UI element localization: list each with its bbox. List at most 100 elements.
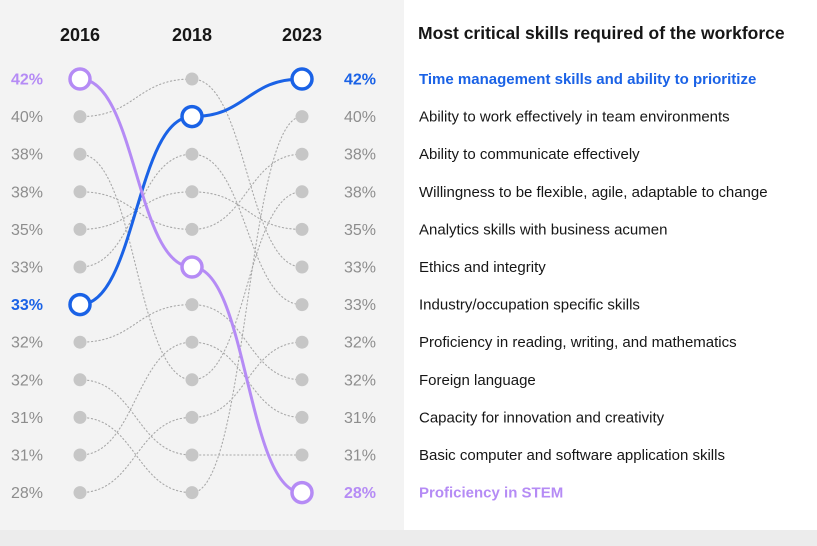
rank-dot [185, 335, 199, 349]
percent-label-right: 28% [344, 485, 376, 502]
percent-label-left: 31% [11, 448, 43, 465]
rank-dot [295, 222, 309, 236]
percent-label-left: 28% [11, 485, 43, 502]
connector-line [191, 191, 303, 381]
purple-series-line [191, 265, 303, 495]
percent-label-left: 35% [11, 222, 43, 239]
percent-label-left: 31% [11, 410, 43, 427]
blue-series-point [290, 67, 314, 91]
connector-line [79, 304, 193, 343]
purple-series-line [79, 77, 193, 269]
connector-line [191, 153, 303, 306]
connector-line [79, 416, 193, 494]
rank-dot [73, 410, 87, 424]
skill-label: Proficiency in reading, writing, and mat… [419, 334, 737, 351]
percent-label-right: 32% [344, 372, 376, 389]
rank-dot [73, 335, 87, 349]
year-header-2016: 2016 [60, 25, 100, 45]
rank-dot [185, 222, 199, 236]
rank-dot [295, 185, 309, 199]
percent-label-left: 42% [11, 72, 43, 89]
rank-dot [295, 335, 309, 349]
labels-panel [404, 0, 817, 530]
skill-label: Analytics skills with business acumen [419, 221, 667, 238]
blue-series-line [79, 115, 193, 307]
percent-label-right: 38% [344, 184, 376, 201]
percent-labels: 42% 40% 38% 38% 35% 33% 33% 32% 32% 31% 31% 28% 42% 4… [11, 72, 376, 503]
purple-series-point [68, 67, 92, 91]
skill-label: Ability to communicate effectively [419, 146, 640, 163]
connector-line [191, 304, 303, 381]
rank-dot [73, 448, 87, 462]
skill-label: Foreign language [419, 372, 536, 389]
rank-dot [185, 410, 199, 424]
chart-title: Most critical skills required of the wor… [418, 23, 785, 43]
rank-dot [295, 448, 309, 462]
percent-label-left: 32% [11, 372, 43, 389]
connector-line [191, 78, 303, 268]
rank-dot [295, 147, 309, 161]
rank-dot [185, 72, 199, 86]
skill-label: Ethics and integrity [419, 259, 546, 276]
rank-dot [73, 486, 87, 500]
rank-dot [185, 185, 199, 199]
connector-line [79, 341, 193, 456]
skill-label: Basic computer and software application … [419, 447, 725, 464]
percent-label-right: 31% [344, 448, 376, 465]
blue-series-point [68, 292, 92, 317]
rank-dots [73, 72, 309, 500]
rank-dot [73, 222, 87, 236]
year-headers: 2016 2018 2023 [60, 25, 322, 45]
skill-label: Ability to work effectively in team envi… [419, 109, 730, 126]
percent-label-left: 33% [11, 297, 43, 314]
rank-dot [295, 410, 309, 424]
skill-label: Proficiency in STEM [419, 485, 563, 502]
connector-line [79, 191, 193, 230]
blue-series-point [180, 104, 204, 129]
rank-dot [73, 260, 87, 274]
skill-label: Capacity for innovation and creativity [419, 409, 665, 426]
connector-lines [79, 78, 303, 494]
connector-line [79, 78, 193, 118]
skill-label: Industry/occupation specific skills [419, 297, 640, 314]
percent-label-left: 40% [11, 109, 43, 126]
rank-dot [73, 147, 87, 161]
connector-line [79, 416, 193, 494]
percent-label-left: 38% [11, 184, 43, 201]
rank-dot [185, 298, 199, 312]
rank-dot [185, 373, 199, 387]
percent-label-right: 38% [344, 147, 376, 164]
highlight-lines [68, 67, 314, 505]
percent-label-left: 38% [11, 147, 43, 164]
rank-dot [295, 373, 309, 387]
skill-label: Time management skills and ability to pr… [419, 71, 756, 88]
percent-label-right: 40% [344, 109, 376, 126]
rank-dot [185, 147, 199, 161]
connector-line [79, 379, 193, 456]
percent-label-right: 33% [344, 297, 376, 314]
percent-label-right: 32% [344, 335, 376, 352]
rank-dot [185, 486, 199, 500]
purple-series-point [290, 480, 314, 505]
rank-dot [73, 185, 87, 199]
percent-label-right: 35% [344, 222, 376, 239]
year-header-2023: 2023 [282, 25, 322, 45]
connector-line [191, 116, 303, 494]
connector-line [79, 191, 193, 230]
rank-dot [73, 373, 87, 387]
year-header-2018: 2018 [172, 25, 212, 45]
rank-dot [185, 448, 199, 462]
blue-series-line [191, 77, 303, 119]
percent-label-right: 33% [344, 260, 376, 277]
skill-label: Willingness to be flexible, agile, adapt… [419, 184, 768, 201]
percent-label-left: 32% [11, 335, 43, 352]
connector-line [191, 153, 303, 230]
rank-dot [73, 110, 87, 124]
connector-line [79, 153, 193, 381]
purple-series-point [180, 255, 204, 279]
connector-line [191, 191, 303, 230]
percent-label-left: 33% [11, 260, 43, 277]
rank-dot [295, 110, 309, 124]
bottom-strip [0, 530, 817, 546]
